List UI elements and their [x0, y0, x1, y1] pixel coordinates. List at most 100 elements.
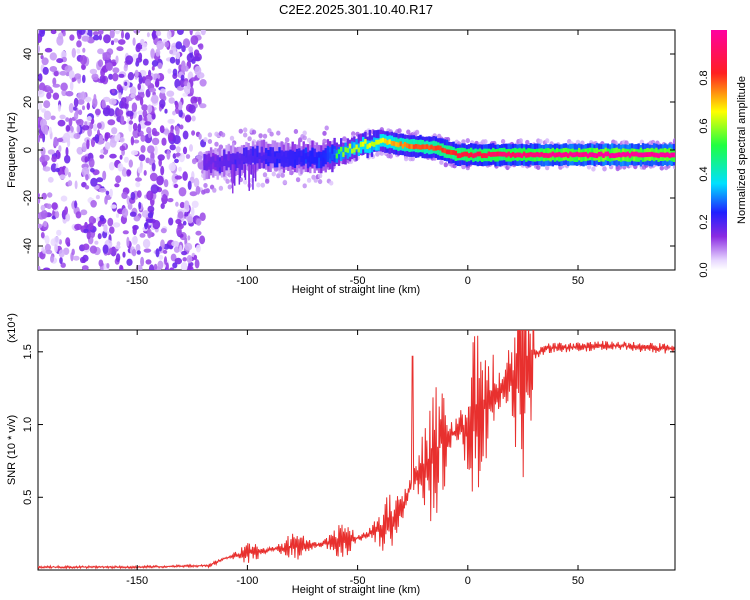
ridge-core	[558, 151, 561, 157]
halo-blob	[267, 128, 272, 134]
ridge-core	[498, 151, 502, 157]
noise-blob	[120, 265, 124, 270]
ridge-core	[220, 160, 224, 167]
ridge-core	[617, 152, 621, 158]
noise-blob	[155, 30, 162, 37]
noise-blob	[156, 40, 165, 50]
noise-blob	[145, 218, 154, 223]
streak	[250, 164, 253, 175]
noise-blob	[69, 34, 75, 41]
ridge-middle	[293, 151, 297, 168]
ridge-core	[212, 156, 215, 163]
noise-blob	[196, 218, 202, 226]
noise-blob	[82, 243, 90, 251]
ridge-middle	[331, 144, 334, 162]
ridge-core	[527, 152, 530, 158]
ridge-core	[302, 157, 305, 164]
noise-blob	[98, 259, 104, 267]
noise-blob	[119, 145, 126, 151]
halo-blob	[317, 173, 323, 179]
noise-blob	[176, 85, 184, 91]
y-tick-label: 1.0	[22, 417, 34, 432]
noise-blob	[133, 215, 141, 222]
noise-blob	[194, 65, 202, 76]
noise-blob	[148, 264, 155, 270]
noise-blob	[193, 177, 200, 188]
halo-blob	[243, 127, 248, 133]
noise-blob	[132, 122, 138, 131]
noise-blob	[136, 190, 142, 198]
noise-blob	[151, 127, 157, 136]
noise-blob	[135, 177, 142, 182]
noise-blob	[181, 63, 186, 74]
noise-blob	[182, 130, 189, 140]
noise-blob	[120, 97, 127, 104]
ridge-core	[364, 138, 367, 144]
halo-blob	[271, 171, 276, 177]
ridge-core	[441, 147, 444, 153]
noise-blob	[109, 30, 115, 39]
noise-blob	[173, 246, 180, 253]
ridge-core	[639, 152, 643, 158]
noise-blob	[82, 74, 86, 84]
noise-blob	[131, 102, 138, 112]
noise-blob	[104, 132, 111, 139]
noise-blob	[124, 32, 130, 40]
noise-blob	[46, 92, 52, 100]
noise-blob	[43, 220, 48, 228]
halo-blob	[313, 177, 318, 183]
noise-blob	[138, 154, 146, 162]
ridge-middle	[251, 146, 255, 163]
noise-blob	[52, 83, 61, 88]
noise-blob	[58, 145, 62, 153]
noise-blob	[151, 65, 155, 71]
noise-blob	[175, 57, 180, 66]
ridge-core	[655, 152, 658, 158]
noise-blob	[129, 86, 137, 96]
noise-blob	[84, 185, 90, 190]
noise-blob	[117, 133, 121, 139]
noise-blob	[47, 176, 54, 183]
ridge-core	[324, 153, 327, 160]
noise-blob	[174, 175, 183, 180]
noise-blob	[90, 168, 95, 173]
ridge-core	[564, 152, 568, 157]
noise-blob	[56, 35, 64, 46]
noise-blob	[136, 57, 143, 63]
colorbar-gradient	[711, 30, 727, 270]
halo-blob	[207, 139, 213, 144]
noise-blob	[115, 30, 120, 35]
noise-blob	[164, 256, 167, 265]
noise-blob	[131, 236, 138, 245]
noise-blob	[99, 215, 105, 222]
noise-blob	[59, 174, 66, 179]
noise-blob	[105, 190, 110, 196]
ridge-core	[511, 152, 515, 157]
ridge-core	[613, 153, 616, 159]
noise-blob	[98, 34, 102, 41]
halo-blob	[591, 166, 596, 172]
noise-blob	[160, 165, 165, 176]
noise-blob	[184, 211, 189, 217]
snr-line	[38, 330, 675, 570]
noise-blob	[190, 96, 198, 105]
ridge-core	[430, 144, 433, 150]
noise-blob	[149, 87, 157, 93]
ridge-core	[353, 147, 356, 153]
noise-blob	[135, 44, 141, 53]
noise-blob	[109, 138, 117, 148]
noise-blob	[39, 156, 46, 163]
ridge-core	[507, 151, 510, 157]
ridge-core	[236, 155, 239, 162]
noise-blob	[185, 154, 191, 159]
noise-blob	[175, 146, 181, 153]
ridge-core	[397, 142, 400, 148]
noise-blob	[44, 47, 53, 53]
noise-blob	[110, 40, 115, 46]
ridge-core	[611, 153, 614, 158]
ridge-core	[214, 160, 217, 168]
noise-blob	[53, 70, 59, 77]
noise-blob	[73, 97, 79, 108]
snr-series	[38, 330, 675, 570]
noise-blob	[140, 134, 146, 142]
